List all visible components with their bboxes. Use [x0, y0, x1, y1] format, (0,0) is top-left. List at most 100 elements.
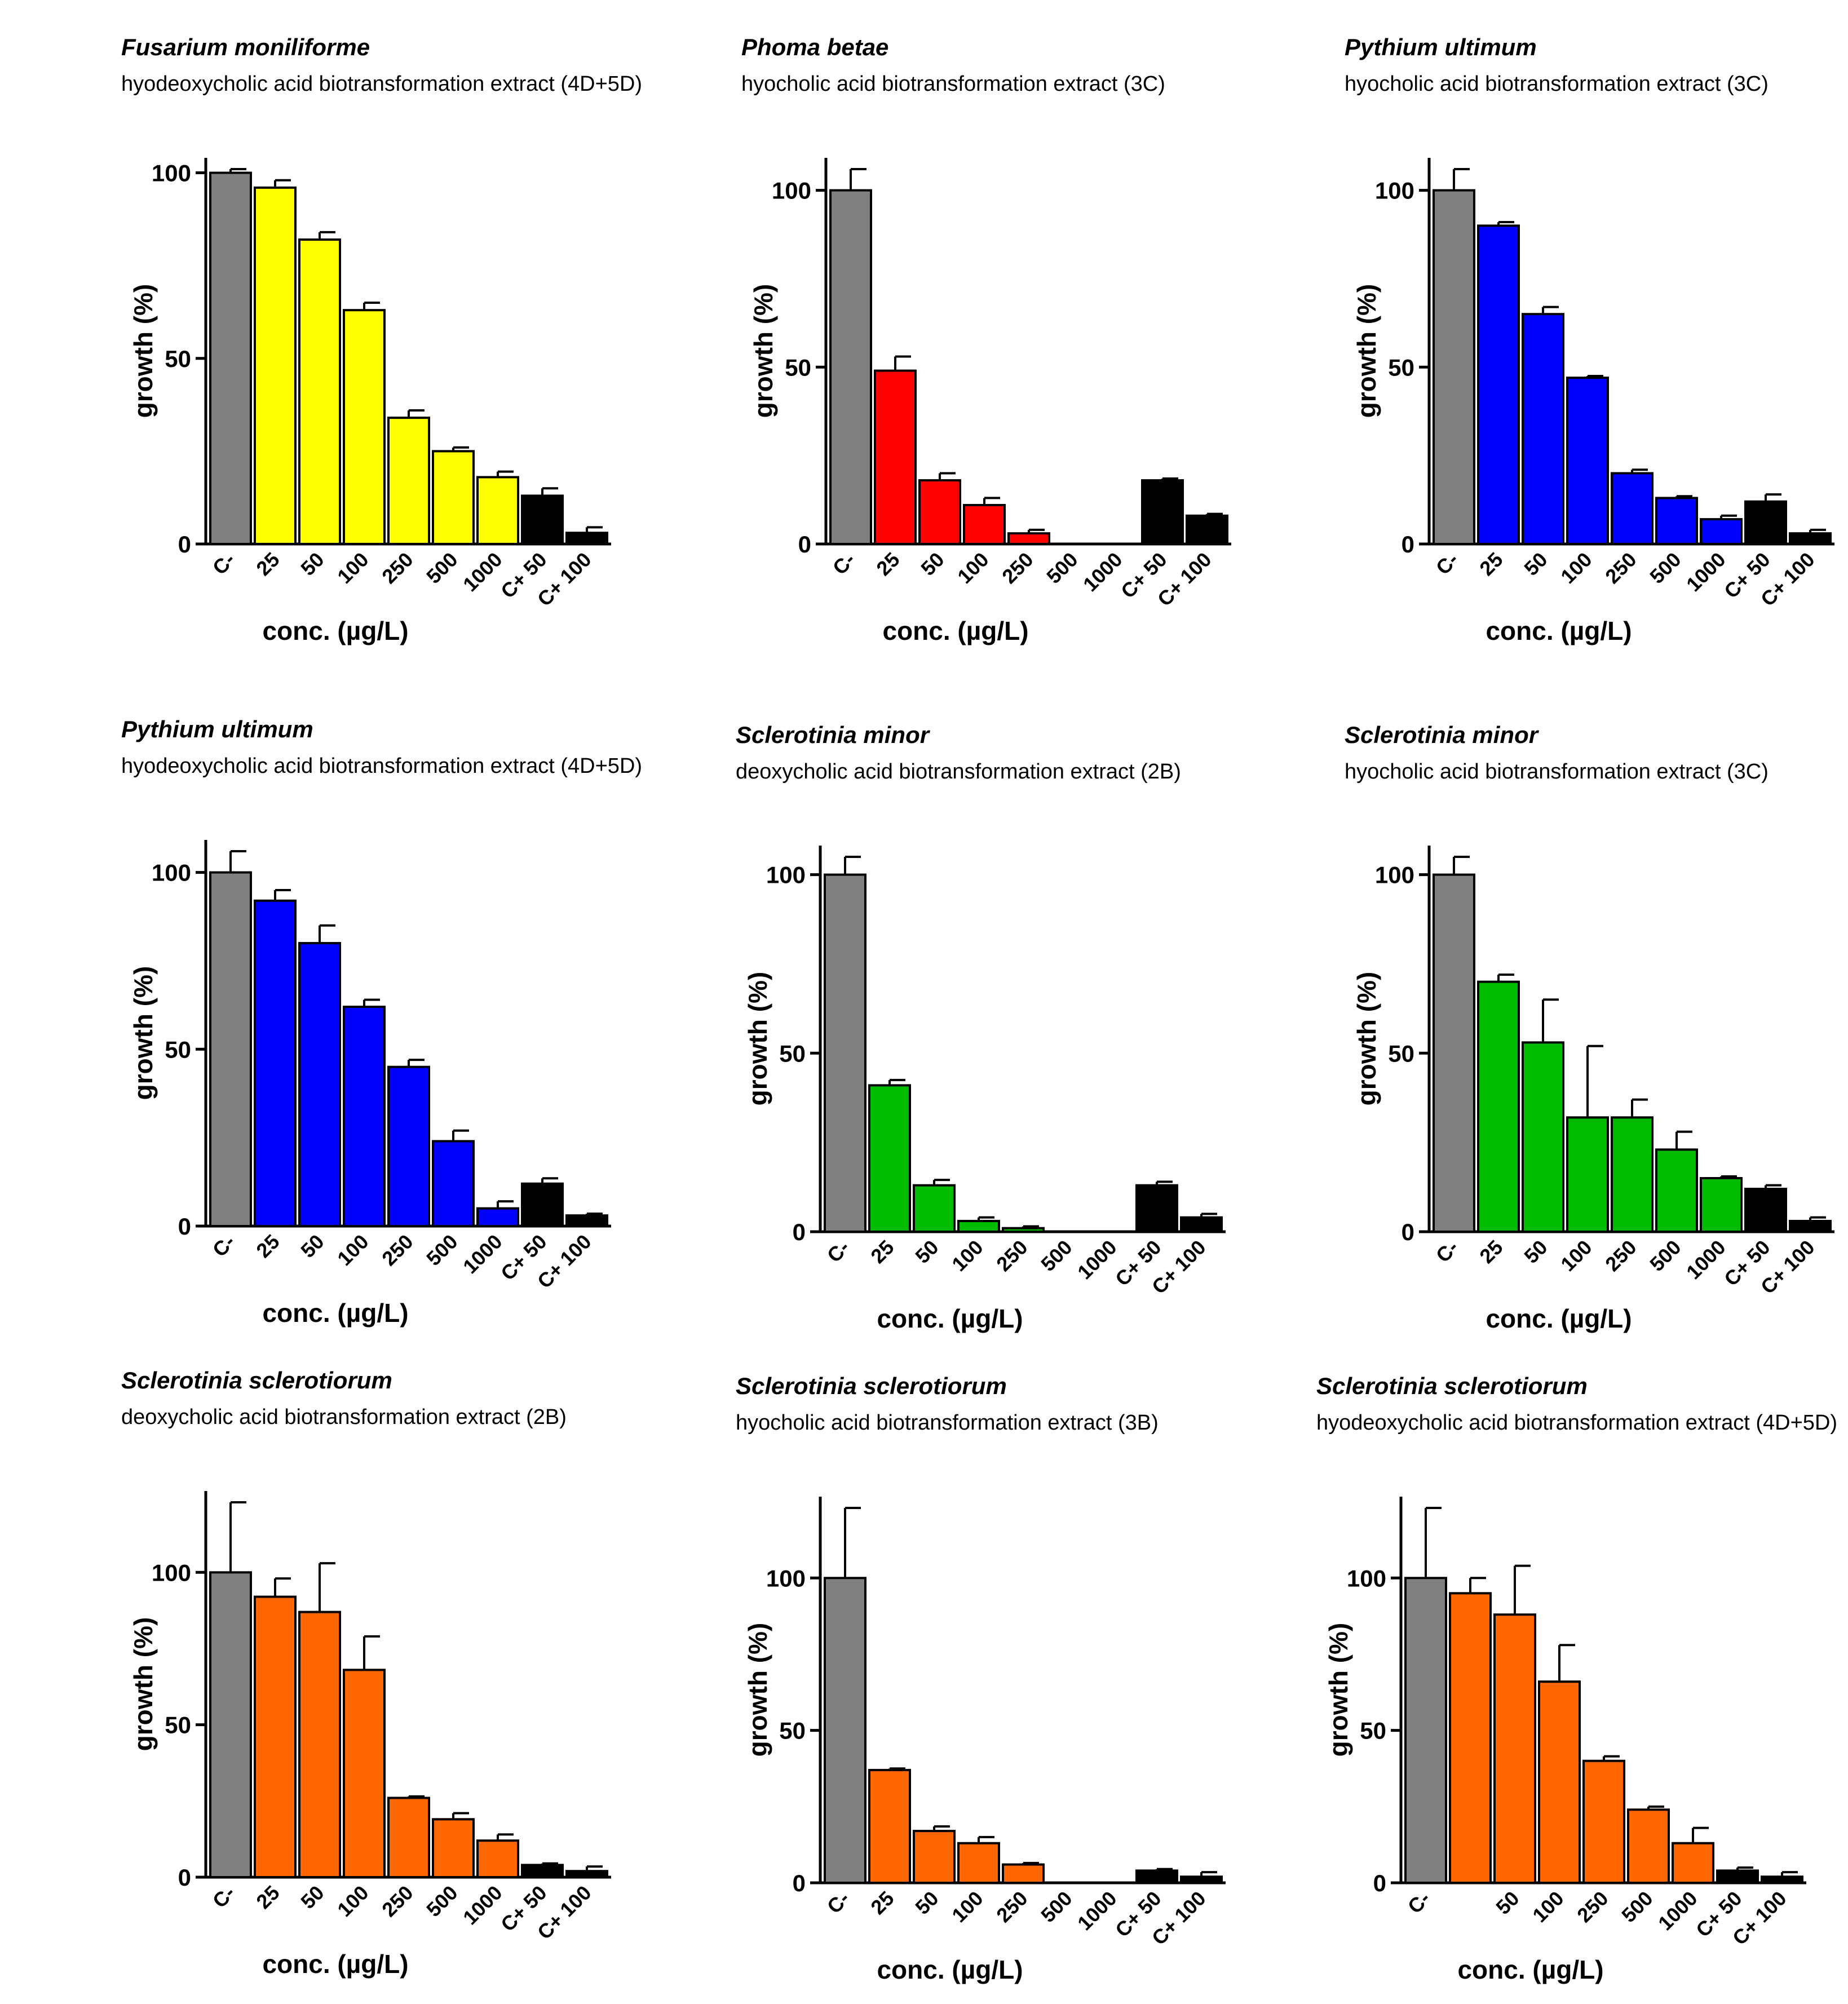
bar-c+-100 — [565, 1214, 608, 1227]
y-tick-label: 0 — [793, 1219, 806, 1245]
bar-25 — [1477, 980, 1520, 1233]
x-tick-label: 25 — [1475, 548, 1507, 580]
y-axis-title: growth (%) — [129, 966, 158, 1100]
x-tick-label: 250 — [1601, 548, 1641, 588]
x-axis-title: conc. (µg/L) — [1486, 616, 1632, 645]
y-tick-label: 0 — [793, 1870, 806, 1896]
chart-subtitle: hyocholic acid biotransformation extract… — [1345, 72, 1769, 96]
bar-1000 — [476, 1839, 519, 1878]
chart-species-title: Sclerotinia minor — [736, 722, 930, 748]
bar-c- — [209, 171, 252, 546]
chart-species-title: Sclerotinia sclerotiorum — [121, 1367, 392, 1393]
x-tick-label: 100 — [333, 548, 373, 588]
bar-100 — [343, 1006, 386, 1227]
x-tick-label: C- — [823, 1887, 854, 1918]
x-axis-title: conc. (µg/L) — [882, 616, 1028, 645]
bar-c- — [829, 189, 872, 545]
bar-50 — [1522, 313, 1564, 545]
x-axis-title: conc. (µg/L) — [262, 1298, 408, 1328]
chart-panel-sclerotinia-minor-hyocholic: Sclerotinia minor hyocholic acid biotran… — [1345, 688, 1848, 1353]
y-tick-label: 100 — [766, 1565, 806, 1591]
x-tick-label: 100 — [1556, 1236, 1596, 1276]
x-tick-label: 250 — [992, 1236, 1032, 1276]
bar-50 — [918, 479, 961, 545]
bar-c+-100 — [1180, 1216, 1223, 1233]
x-tick-label: 500 — [1617, 1887, 1657, 1927]
x-tick-label: 25 — [866, 1236, 898, 1268]
x-tick-label: 250 — [377, 1230, 417, 1270]
bar-250 — [1007, 532, 1050, 545]
x-tick-label: 250 — [377, 1881, 417, 1921]
x-tick-label: 50 — [1491, 1887, 1523, 1919]
chart-subtitle: hyocholic acid biotransformation extract… — [741, 72, 1165, 96]
chart-species-title: Fusarium moniliforme — [121, 34, 370, 60]
chart-panel-sclerotiorum-hyodeoxycholic: Sclerotinia sclerotiorum hyodeoxycholic … — [1316, 1339, 1848, 2004]
bar-25 — [254, 186, 297, 546]
x-tick-label: 50 — [1519, 1236, 1551, 1268]
chart-panel-sclerotinia-minor-deoxycholic: Sclerotinia minor deoxycholic acid biotr… — [736, 688, 1333, 1353]
bar-c+-50 — [1135, 1184, 1178, 1233]
chart-subtitle: hyodeoxycholic acid biotransformation ex… — [121, 72, 643, 96]
x-tick-label: 100 — [947, 1236, 987, 1276]
x-tick-label: C- — [208, 1881, 240, 1913]
bar-100 — [1538, 1680, 1581, 1884]
y-tick-label: 50 — [165, 1712, 191, 1738]
bar-c- — [1404, 1577, 1447, 1884]
y-tick-label: 100 — [772, 178, 811, 204]
bar-250 — [1002, 1863, 1045, 1884]
bar-500 — [432, 1818, 475, 1878]
y-tick-label: 0 — [1402, 531, 1414, 558]
y-tick-label: 50 — [779, 1718, 806, 1744]
x-axis-title: conc. (µg/L) — [877, 1955, 1023, 1984]
x-tick-label: 25 — [1475, 1236, 1507, 1268]
bar-250 — [1582, 1759, 1625, 1884]
y-tick-label: 100 — [1375, 862, 1414, 888]
chart-species-title: Pythium ultimum — [1345, 34, 1537, 60]
bar-100 — [343, 1669, 386, 1878]
bar-c- — [209, 871, 252, 1227]
x-tick-label: 250 — [377, 548, 417, 588]
chart-panel-phoma-hyocholic: Phoma betae hyocholic acid biotransforma… — [741, 0, 1339, 665]
x-tick-label: 500 — [422, 548, 462, 588]
bar-25 — [874, 369, 917, 545]
bar-25 — [1477, 224, 1520, 546]
y-tick-label: 50 — [165, 1036, 191, 1063]
x-tick-label: C- — [828, 548, 860, 579]
chart-subtitle: hyocholic acid biotransformation extract… — [736, 1411, 1159, 1435]
bar-100 — [957, 1219, 1000, 1233]
bar-1000 — [476, 1207, 519, 1227]
bar-50 — [913, 1830, 956, 1884]
bar-1000 — [476, 476, 519, 546]
chart-subtitle: deoxycholic acid biotransformation extra… — [736, 760, 1181, 784]
x-tick-label: 50 — [916, 548, 948, 580]
x-tick-label: 100 — [333, 1230, 373, 1270]
bar-c- — [1433, 189, 1475, 545]
bar-c+-100 — [565, 532, 608, 546]
bar-c+-50 — [521, 1864, 564, 1878]
x-tick-label: C- — [1403, 1887, 1435, 1918]
bar-c- — [209, 1571, 252, 1878]
bar-100 — [1566, 1116, 1609, 1233]
x-tick-label: 250 — [997, 548, 1037, 588]
y-tick-label: 100 — [152, 1559, 191, 1586]
x-axis-title: conc. (µg/L) — [1457, 1955, 1603, 1984]
bar-1000 — [1700, 518, 1743, 546]
x-tick-label: C- — [208, 1230, 240, 1262]
bar-50 — [913, 1184, 956, 1233]
x-tick-label: 100 — [333, 1881, 373, 1921]
x-tick-label: 25 — [866, 1887, 898, 1919]
bar-50 — [298, 942, 341, 1227]
y-axis-title: growth (%) — [129, 1617, 158, 1751]
y-tick-label: 0 — [178, 1864, 191, 1891]
x-tick-label: 250 — [1572, 1887, 1612, 1927]
x-tick-label: 50 — [910, 1236, 943, 1268]
bar-25 — [868, 1084, 911, 1233]
x-tick-label: 250 — [1601, 1236, 1641, 1276]
x-tick-label: 500 — [1036, 1887, 1076, 1927]
y-axis-title: growth (%) — [743, 1623, 772, 1757]
